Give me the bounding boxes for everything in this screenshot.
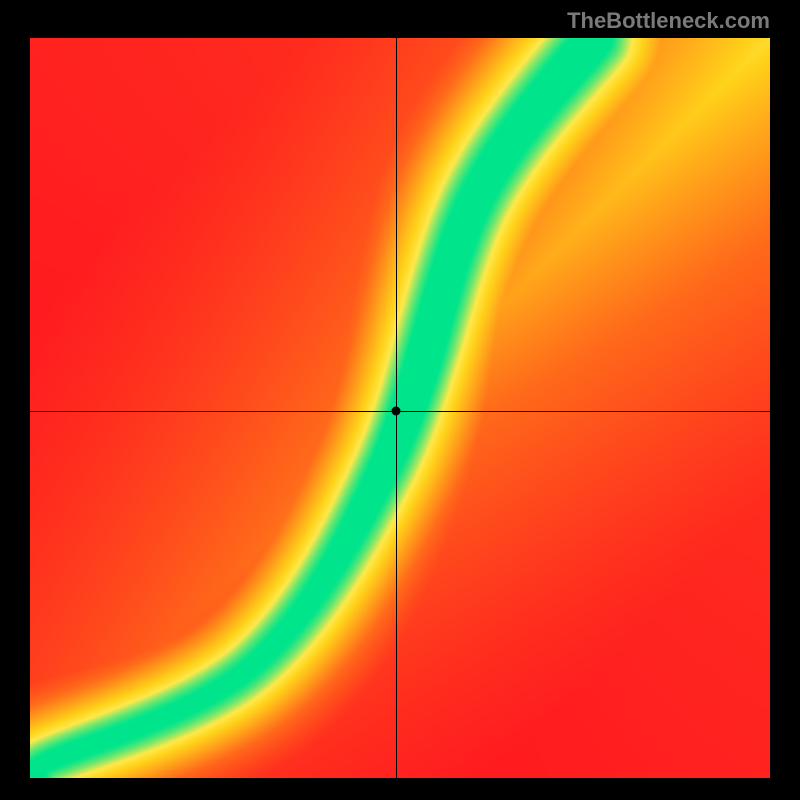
- crosshair-marker: [392, 407, 401, 416]
- plot-area: [30, 38, 770, 778]
- watermark-text: TheBottleneck.com: [567, 8, 770, 34]
